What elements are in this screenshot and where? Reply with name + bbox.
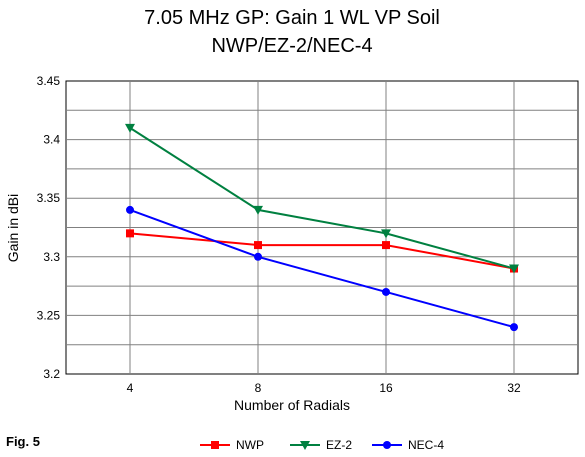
legend-item-ez-2: EZ-2 (290, 438, 352, 452)
chart-title-line-1: 7.05 MHz GP: Gain 1 WL VP Soil (144, 7, 440, 29)
data-point-nec-4 (382, 287, 390, 296)
data-point-nec-4 (254, 252, 262, 261)
data-point-nwp (254, 241, 262, 250)
legend-label-nec-4: NEC-4 (408, 438, 444, 452)
chart-title-line-2: NWP/EZ-2/NEC-4 (211, 35, 372, 57)
legend-marker-nec-4 (383, 441, 391, 449)
x-axis-label: Number of Radials (234, 397, 350, 413)
data-point-ez-2 (381, 229, 391, 239)
legend: NWP EZ-2 NEC-4 (200, 438, 444, 452)
series-nec-4 (126, 205, 518, 332)
legend-marker-nwp (211, 441, 219, 449)
data-point-ez-2 (509, 264, 519, 274)
x-tick-label: 4 (127, 381, 134, 395)
legend-label-nwp: NWP (236, 438, 264, 452)
legend-label-ez-2: EZ-2 (326, 438, 352, 452)
series-layer (125, 123, 519, 332)
x-tick-label: 32 (507, 381, 521, 395)
series-ez-2 (125, 123, 519, 274)
legend-item-nwp: NWP (200, 438, 264, 452)
y-tick-label: 3.2 (43, 367, 60, 381)
y-tick-label: 3.35 (37, 191, 61, 205)
y-tick-label: 3.3 (43, 250, 60, 264)
data-point-nec-4 (126, 205, 134, 214)
x-tick-label: 16 (379, 381, 393, 395)
series-line-ez-2 (129, 127, 515, 270)
figure-label: Fig. 5 (6, 434, 40, 449)
y-tick-label: 3.45 (37, 74, 61, 88)
series-line-nec-4 (129, 208, 515, 329)
y-tick-label: 3.4 (43, 133, 60, 147)
data-point-nwp (382, 241, 390, 250)
y-tick-labels: 3.2 3.25 3.3 3.35 3.4 3.45 (37, 74, 61, 381)
y-axis-label: Gain in dBi (5, 194, 21, 262)
data-point-ez-2 (125, 123, 135, 133)
data-point-ez-2 (253, 205, 263, 215)
series-line-nwp (129, 232, 515, 270)
data-point-nec-4 (510, 323, 518, 332)
x-tick-label: 8 (255, 381, 262, 395)
data-point-nwp (126, 229, 134, 238)
legend-marker-ez-2 (300, 441, 310, 450)
x-tick-labels: 4 8 16 32 (127, 381, 521, 395)
legend-item-nec-4: NEC-4 (372, 438, 444, 452)
y-tick-label: 3.25 (37, 308, 61, 322)
